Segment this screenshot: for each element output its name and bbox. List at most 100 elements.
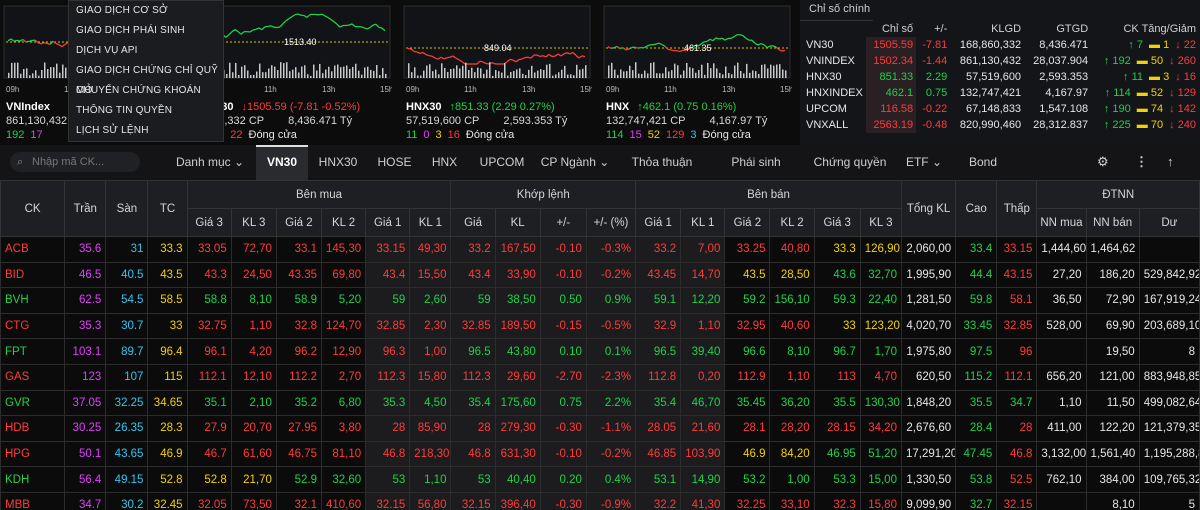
mini-chart-2[interactable]: 849.04 09h 11h 13h 15h HNX30 ↑851.33 (2.29 0.2… bbox=[400, 0, 601, 145]
tab-2[interactable]: HNX30 bbox=[318, 155, 358, 169]
tab-4[interactable]: HNX bbox=[431, 155, 458, 169]
bid-price: 32.85 bbox=[365, 312, 411, 340]
ask-volume: 36,20 bbox=[769, 389, 815, 417]
foreign-sell: 186,20 bbox=[1085, 261, 1140, 289]
table-row[interactable]: FPT 103.1 89.7 96.4 96.1 4,20 96.2 12,90 96.3 1,0… bbox=[0, 338, 1200, 365]
tab-5[interactable]: UPCOM bbox=[479, 155, 525, 169]
index-summary: VN30↓1505.59 (-7.81 -0.52%)860,332 CP8,4… bbox=[206, 100, 360, 142]
table-row[interactable]: BVH 62.5 54.5 58.5 58.8 8,10 58.9 5,20 59 2,60 59 3… bbox=[0, 287, 1200, 314]
foreign-sell: 11,50 bbox=[1085, 389, 1140, 417]
foreign-room: 109,765,32 bbox=[1138, 466, 1200, 493]
stock-symbol[interactable]: GAS bbox=[0, 363, 66, 391]
floor-price: 31 bbox=[105, 236, 149, 263]
table-row[interactable]: CTG 35.3 30.7 33 32.75 1,10 32.8 124,70 32.85 2,3… bbox=[0, 312, 1200, 340]
ceiling-price: 123 bbox=[64, 363, 107, 391]
menu-item[interactable]: CHUYỂN CHỨNG KHOÁN bbox=[76, 85, 201, 96]
tab-7[interactable]: Thỏa thuận ⌄ bbox=[631, 155, 693, 204]
bid-price: 112.3 bbox=[365, 363, 411, 391]
tab-6[interactable]: CP Ngành ⌄ bbox=[540, 155, 610, 169]
index-panel-title[interactable]: Chỉ số chính bbox=[800, 0, 873, 21]
index-row[interactable]: VNINDEX 1502.34 -1.44 861,130,432 28,037.904… bbox=[803, 53, 1199, 69]
stock-symbol[interactable]: BVH bbox=[0, 287, 66, 314]
decline-count: ↓ 129 bbox=[1169, 87, 1196, 99]
mini-chart-1[interactable]: 1513.4009h11h13h15hVN30↓1505.59 (-7.81 -… bbox=[200, 0, 401, 145]
bid-price: 28 bbox=[365, 415, 411, 442]
menu-item[interactable]: THÔNG TIN QUYỀN bbox=[76, 105, 173, 116]
stock-symbol[interactable]: FPT bbox=[0, 338, 66, 365]
match-volume: 43,80 bbox=[494, 338, 541, 365]
ask-volume: 15,00 bbox=[859, 466, 902, 493]
tab-3[interactable]: HOSE bbox=[377, 155, 412, 169]
foreign-buy: 27,20 bbox=[1036, 261, 1087, 289]
bid-volume: 12,10 bbox=[230, 363, 277, 391]
column-header: Giá 2 bbox=[724, 208, 771, 237]
stock-symbol[interactable]: MBB bbox=[0, 491, 66, 510]
menu-item[interactable]: GIAO DỊCH PHÁI SINH bbox=[76, 25, 185, 36]
ask-volume: 8,10 bbox=[769, 338, 815, 365]
market-overview-panel: 09h11h13h15hVNIndex861,130,432192171513.… bbox=[0, 0, 1200, 145]
table-row[interactable]: MBB 34.7 30.2 32.45 32.05 73,50 32.1 410,60 32.1… bbox=[0, 491, 1200, 510]
table-row[interactable]: HPG 50.1 43.65 46.9 46.7 61,60 46.75 81,10 46.8 2… bbox=[0, 440, 1200, 468]
bid-price: 96.2 bbox=[275, 338, 323, 365]
index-row[interactable]: VN30 1505.59 -7.81 168,860,332 8,436.471 ↑ 7 ▬… bbox=[803, 37, 1199, 53]
stock-symbol[interactable]: KDH bbox=[0, 466, 66, 493]
high-price: 115.2 bbox=[955, 363, 998, 391]
mini-chart-3[interactable]: 461.35 09h 11h 13h 15h HNX ↑462.1 (0.75 0.16%)… bbox=[600, 0, 801, 145]
bid-volume: 5,20 bbox=[320, 287, 367, 314]
settings-icon[interactable]: ⚙ bbox=[1097, 154, 1109, 169]
column-header: NN bán bbox=[1085, 208, 1140, 237]
index-row[interactable]: UPCOM 116.58 -0.22 67,148,833 1,547.108 ↑ 190… bbox=[803, 101, 1199, 117]
table-row[interactable]: KDH 56.4 49.15 52.8 52.8 21,70 52.9 32,60 53 1,10… bbox=[0, 466, 1200, 493]
index-value-traded: 4,167.97 bbox=[1045, 87, 1089, 99]
index-sparkline: 849.04 09h 11h 13h 15h bbox=[403, 5, 592, 94]
ask-price: 32.2 bbox=[635, 491, 682, 510]
bid-price: 32.75 bbox=[186, 312, 232, 340]
column-group-header: Khớp lệnh bbox=[450, 180, 637, 209]
column-header: KL 1 bbox=[680, 208, 726, 237]
index-col-header: GTGD bbox=[1056, 23, 1089, 35]
stock-symbol[interactable]: BID bbox=[0, 261, 66, 289]
ask-volume: 51,20 bbox=[859, 440, 902, 468]
stock-symbol[interactable]: HDB bbox=[0, 415, 66, 442]
table-row[interactable]: ACB 35.6 31 33.3 33.05 72,70 33.1 145,30 33.15 49… bbox=[0, 236, 1200, 263]
stock-symbol[interactable]: GVR bbox=[0, 389, 66, 417]
total-volume: 1,281,50 bbox=[900, 287, 957, 314]
decline-count: ↓ 22 bbox=[1175, 39, 1196, 51]
menu-item[interactable]: LỊCH SỬ LỆNH bbox=[76, 125, 149, 136]
stock-symbol[interactable]: HPG bbox=[0, 440, 66, 468]
ask-volume: 28,20 bbox=[769, 415, 815, 442]
table-row[interactable]: GAS 123 107 115 112.1 12,10 112.2 2,70 112.3 15,8… bbox=[0, 363, 1200, 391]
index-row[interactable]: VNXALL 2563.19 -0.48 820,990,460 28,312.837 ↑… bbox=[803, 117, 1199, 133]
ask-price: 46.9 bbox=[724, 440, 771, 468]
unchanged-value: 1 bbox=[1163, 39, 1170, 51]
table-row[interactable]: BID 46.5 40.5 43.5 43.3 24,50 43.35 69,80 43.4 15… bbox=[0, 261, 1200, 289]
stock-symbol[interactable]: ACB bbox=[0, 236, 66, 263]
tab-8[interactable]: Phái sinh ⌄ bbox=[731, 155, 781, 204]
tab-0[interactable]: Danh mục ⌄ bbox=[175, 155, 245, 169]
index-row[interactable]: HNXINDEX 462.1 0.75 132,747,421 4,167.97 ↑ 11… bbox=[803, 85, 1199, 101]
tab-1[interactable]: VN30 bbox=[256, 145, 308, 180]
tab-9[interactable]: Chứng quyền bbox=[813, 155, 887, 169]
column-group-header: Bên bán bbox=[635, 180, 902, 209]
main-dropdown-menu: GIAO DỊCH CƠ SỞ GIAO DỊCH PHÁI SINH DỊCH V… bbox=[68, 0, 224, 142]
scroll-up-icon[interactable]: ↑ bbox=[1167, 154, 1174, 169]
price-board-table: CK Trần Sàn TC Bên mua Khớp lệnh Bên bán Tổng K… bbox=[0, 180, 1200, 510]
menu-item[interactable]: GIAO DỊCH CHỨNG CHỈ QUỸ MỞ bbox=[76, 65, 219, 96]
stock-symbol[interactable]: CTG bbox=[0, 312, 66, 340]
menu-item[interactable]: GIAO DỊCH CƠ SỞ bbox=[76, 5, 168, 16]
table-row[interactable]: GVR 37.05 32.25 34.65 35.1 2,10 35.2 6,80 35.3 4,… bbox=[0, 389, 1200, 417]
ask-price: 32.9 bbox=[635, 312, 682, 340]
ask-price: 28.05 bbox=[635, 415, 682, 442]
tab-10[interactable]: ETF ⌄ bbox=[905, 155, 943, 169]
tab-11[interactable]: Bond bbox=[968, 155, 998, 169]
search-icon: ⌕ bbox=[17, 156, 24, 168]
table-row[interactable]: HDB 30.25 26.35 28.3 27.9 20,70 27.95 3,80 28 85,… bbox=[0, 415, 1200, 442]
index-row[interactable]: HNX30 851.33 2.29 57,519,600 2,593.353 ↑ 11 ▬ … bbox=[803, 69, 1199, 85]
more-options-icon[interactable]: ⋮ bbox=[1135, 154, 1148, 169]
stock-search-input[interactable]: ⌕ Nhập mã CK... bbox=[10, 152, 140, 172]
ask-volume: 21,60 bbox=[680, 415, 726, 442]
menu-item[interactable]: DỊCH VỤ API bbox=[76, 45, 138, 56]
foreign-buy: 762,10 bbox=[1036, 466, 1087, 493]
bid-volume: 1,10 bbox=[230, 312, 277, 340]
foreign-sell: 384,00 bbox=[1085, 466, 1140, 493]
